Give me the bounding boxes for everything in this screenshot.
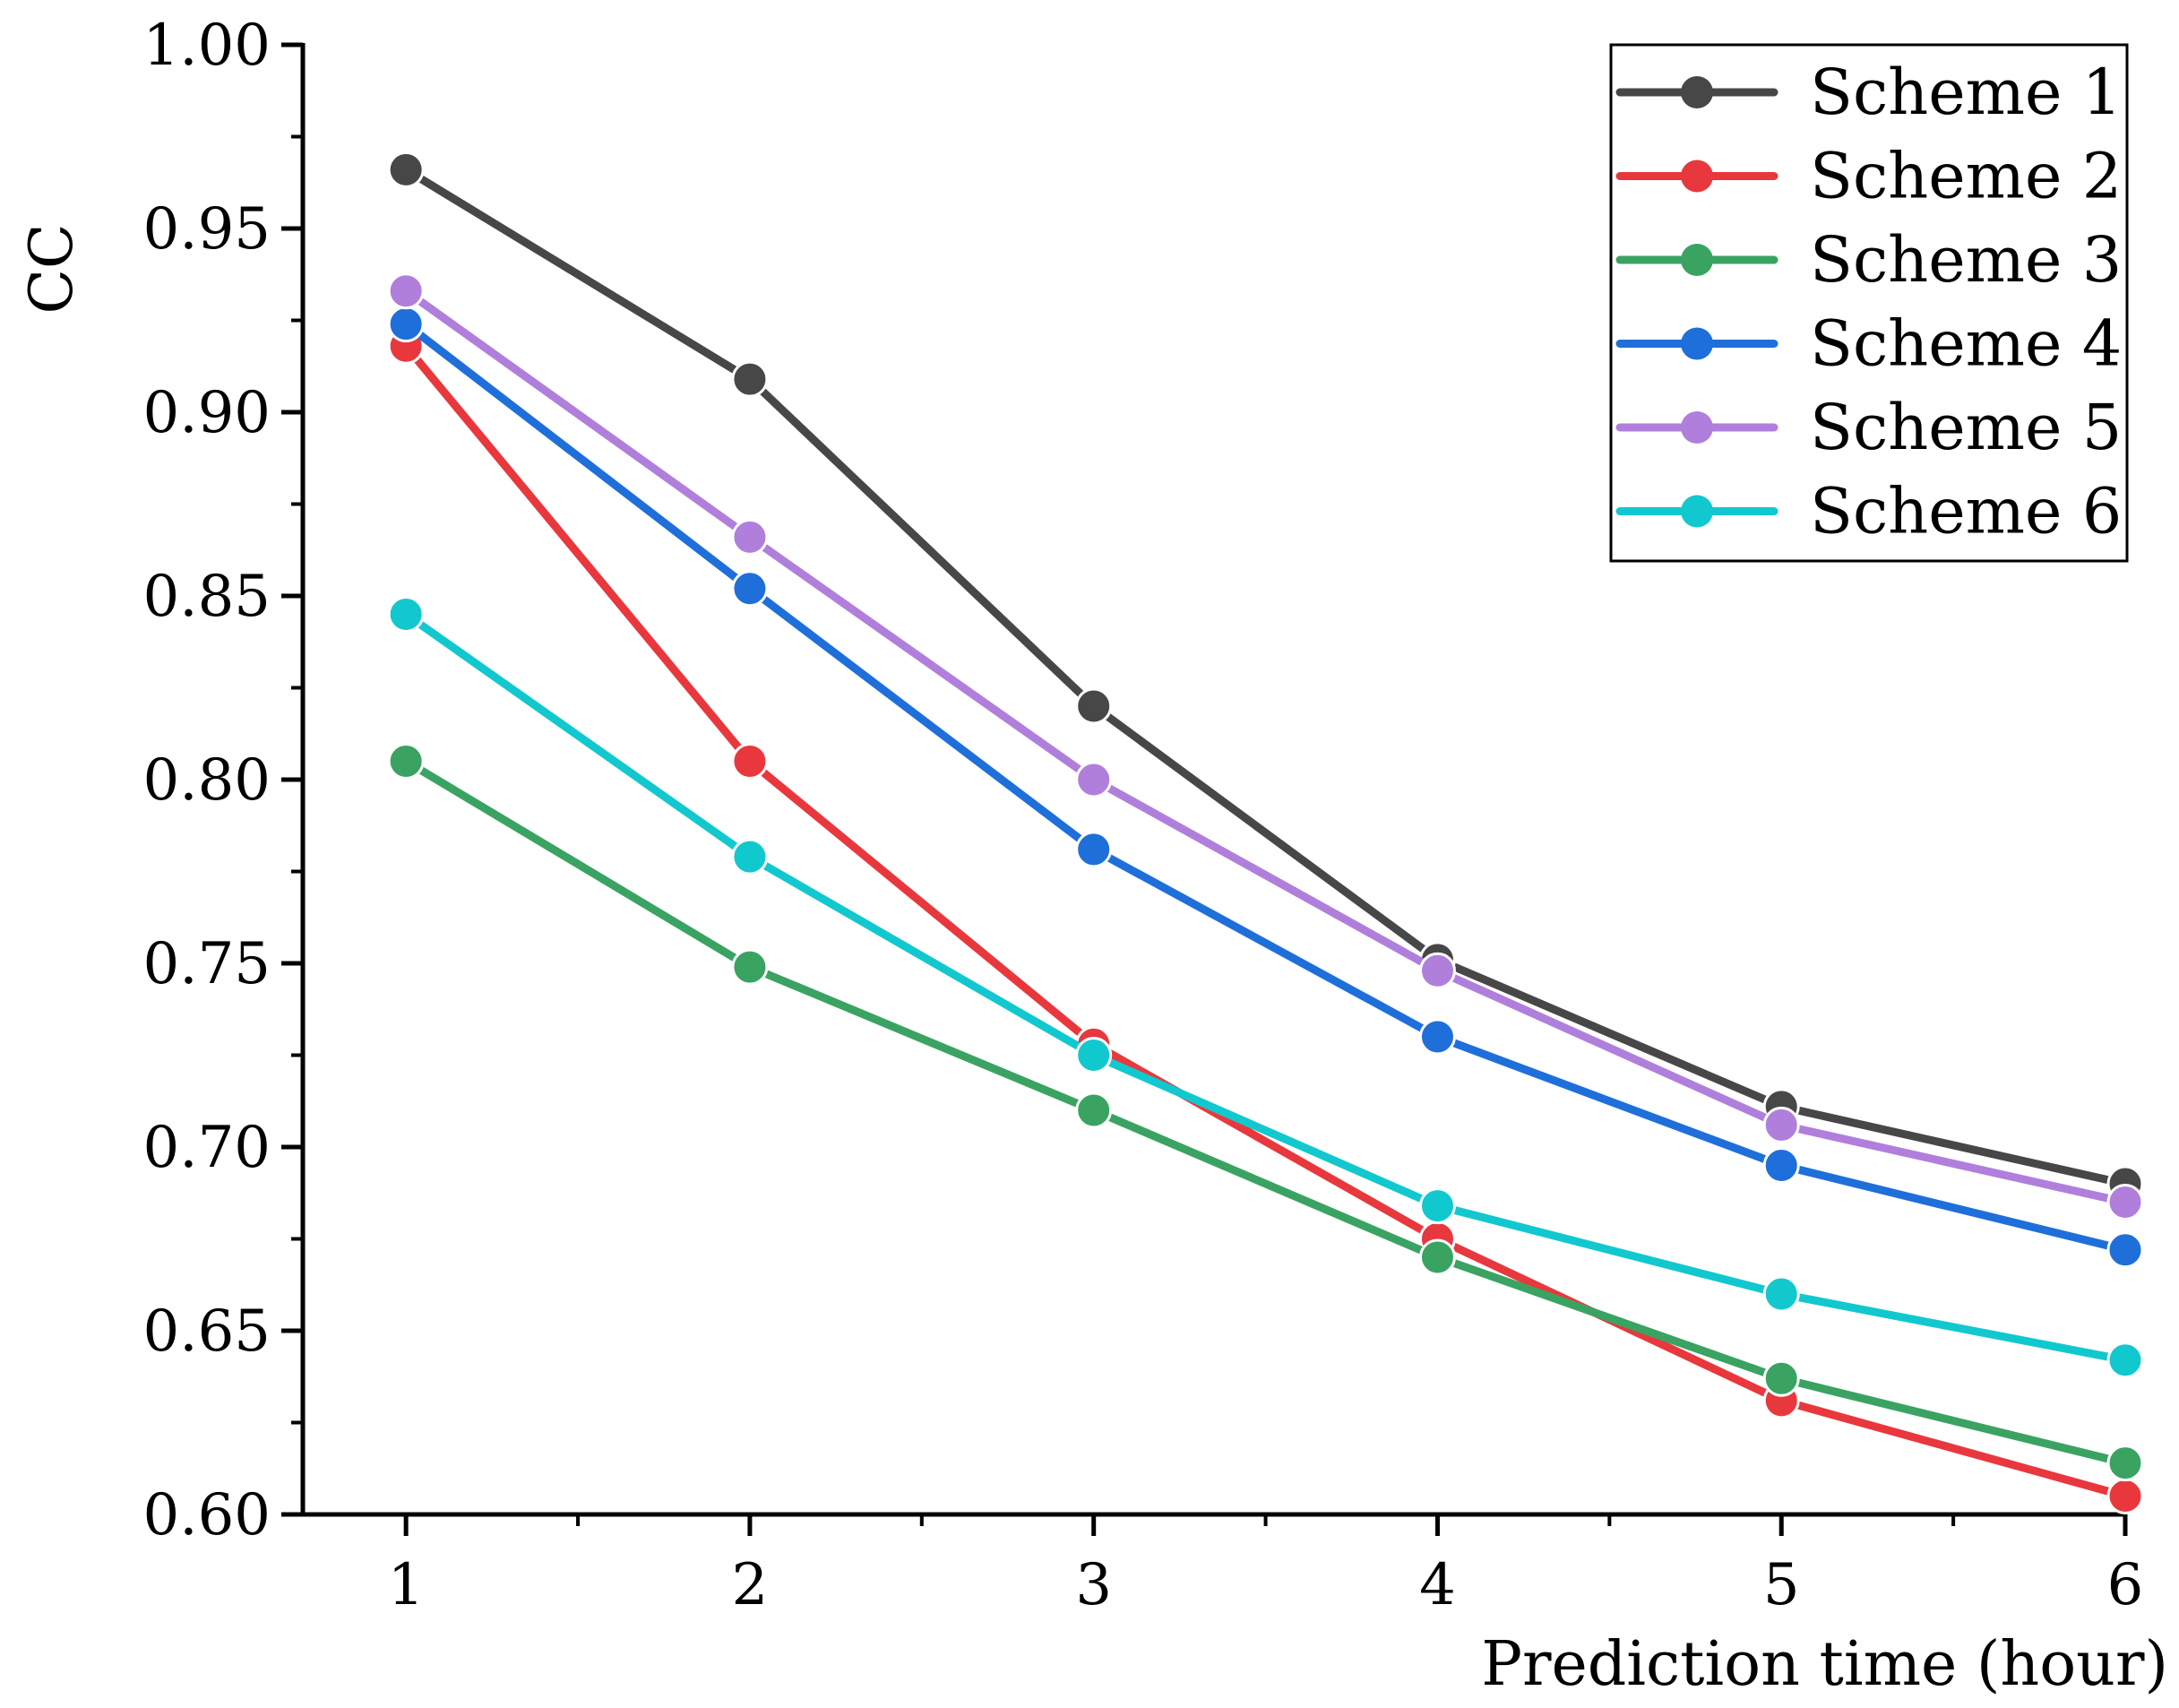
data-point [731,570,769,608]
series-6 [387,596,2144,1379]
legend-box [1609,43,2129,563]
data-point [387,596,425,633]
y-tick-label: 0.80 [143,747,271,814]
legend-marker [1681,160,1713,193]
y-tick-label: 0.90 [143,380,271,446]
legend-label: Scheme 6 [1810,475,2122,548]
x-tick-label: 5 [1763,1552,1800,1618]
x-tick-label: 4 [1419,1552,1456,1618]
data-point [1418,952,1456,989]
data-point [2106,1184,2144,1221]
legend-entry: Scheme 6 [1615,475,2122,548]
data-point [731,360,769,398]
legend-entry: Scheme 4 [1615,307,2122,381]
legend-label: Scheme 5 [1810,391,2122,464]
series-line [401,165,2130,1188]
data-point [1075,831,1113,868]
series-3 [387,743,2144,1482]
data-point [1075,687,1113,725]
series-line [401,757,2130,1468]
series-4 [387,306,2144,1269]
series-5 [387,272,2144,1221]
data-point [387,743,425,780]
data-point [1418,1018,1456,1056]
data-point [1075,1091,1113,1129]
series-layer [387,151,2144,1514]
series-2 [387,327,2144,1514]
series-line [401,287,2130,1206]
legend: Scheme 1 Scheme 2 Scheme 3 Scheme 4 Scheme 5… [1609,43,2129,563]
x-tick-label: 1 [388,1552,425,1618]
legend-entry: Scheme 3 [1615,223,2122,297]
x-tick-label: 3 [1075,1552,1112,1618]
legend-label: Scheme 4 [1810,307,2122,381]
y-tick-label: 0.60 [143,1482,271,1548]
data-point [387,151,425,188]
data-point [1418,1238,1456,1276]
x-tick-label: 2 [732,1552,769,1618]
series-line [401,320,2130,1255]
legend-entry: Scheme 5 [1615,391,2122,464]
data-point [387,272,425,310]
data-point [731,838,769,876]
legend-entry: Scheme 2 [1615,140,2122,213]
series-line [401,341,2130,1500]
legend-label: Scheme 3 [1810,223,2122,297]
data-point [1075,1037,1113,1074]
legend-marker [1681,76,1713,108]
series-line [401,610,2130,1365]
data-point [731,518,769,556]
y-tick-label: 0.85 [143,564,271,630]
data-point [2106,1341,2144,1379]
data-point [2106,1231,2144,1269]
y-axis-label: CC [17,224,86,315]
legend-marker [1681,495,1713,528]
y-tick-label: 0.70 [143,1115,271,1181]
data-point [731,743,769,780]
data-point [2106,1478,2144,1514]
data-point [1075,761,1113,798]
y-tick-label: 0.75 [143,931,271,997]
x-axis-label: Prediction time (hour) [1481,1629,2168,1700]
legend-label: Scheme 1 [1810,56,2122,129]
data-point [387,306,425,343]
data-point [2106,1445,2144,1482]
axes: 0.60 0.65 0.70 0.75 0.80 0.85 0.90 0.95 1.00 1 2 3 4… [143,13,2144,1618]
y-tick-label: 0.95 [143,196,271,263]
y-tick-label: 0.65 [143,1298,271,1365]
data-point [1418,1187,1456,1225]
legend-marker [1681,411,1713,444]
legend-marker [1681,244,1713,276]
y-tick-label: 1.00 [143,13,271,79]
data-point [1762,1275,1800,1313]
data-point [1762,1147,1800,1184]
data-point [731,948,769,986]
legend-entry: Scheme 1 [1615,56,2122,129]
legend-marker [1681,327,1713,360]
legend-label: Scheme 2 [1810,140,2122,213]
x-tick-label: 6 [2107,1552,2144,1618]
data-point [1762,1359,1800,1397]
data-point [1762,1106,1800,1143]
